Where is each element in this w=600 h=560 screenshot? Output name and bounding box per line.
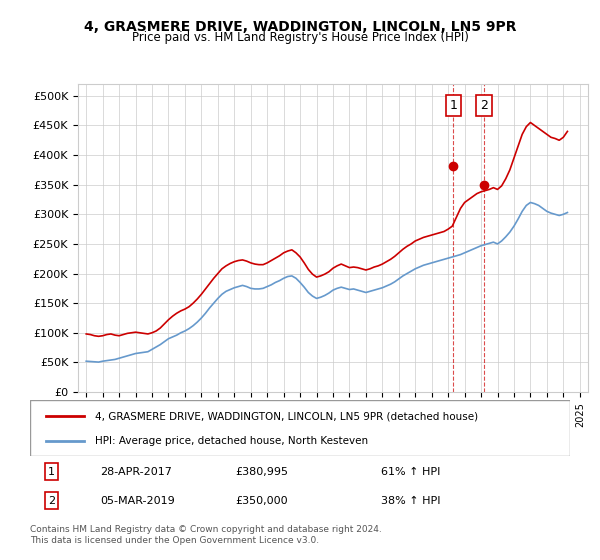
Text: 4, GRASMERE DRIVE, WADDINGTON, LINCOLN, LN5 9PR (detached house): 4, GRASMERE DRIVE, WADDINGTON, LINCOLN, … (95, 411, 478, 421)
Text: 38% ↑ HPI: 38% ↑ HPI (381, 496, 440, 506)
Text: £380,995: £380,995 (235, 467, 288, 477)
Text: 1: 1 (449, 99, 457, 112)
Text: 2: 2 (48, 496, 55, 506)
FancyBboxPatch shape (30, 400, 570, 456)
Text: 1: 1 (48, 467, 55, 477)
Text: 4, GRASMERE DRIVE, WADDINGTON, LINCOLN, LN5 9PR: 4, GRASMERE DRIVE, WADDINGTON, LINCOLN, … (84, 20, 516, 34)
Text: 28-APR-2017: 28-APR-2017 (100, 467, 172, 477)
Text: 2: 2 (480, 99, 488, 112)
Text: £350,000: £350,000 (235, 496, 288, 506)
Text: 61% ↑ HPI: 61% ↑ HPI (381, 467, 440, 477)
Text: HPI: Average price, detached house, North Kesteven: HPI: Average price, detached house, Nort… (95, 436, 368, 446)
Text: 05-MAR-2019: 05-MAR-2019 (100, 496, 175, 506)
Text: Price paid vs. HM Land Registry's House Price Index (HPI): Price paid vs. HM Land Registry's House … (131, 31, 469, 44)
Text: Contains HM Land Registry data © Crown copyright and database right 2024.
This d: Contains HM Land Registry data © Crown c… (30, 525, 382, 545)
